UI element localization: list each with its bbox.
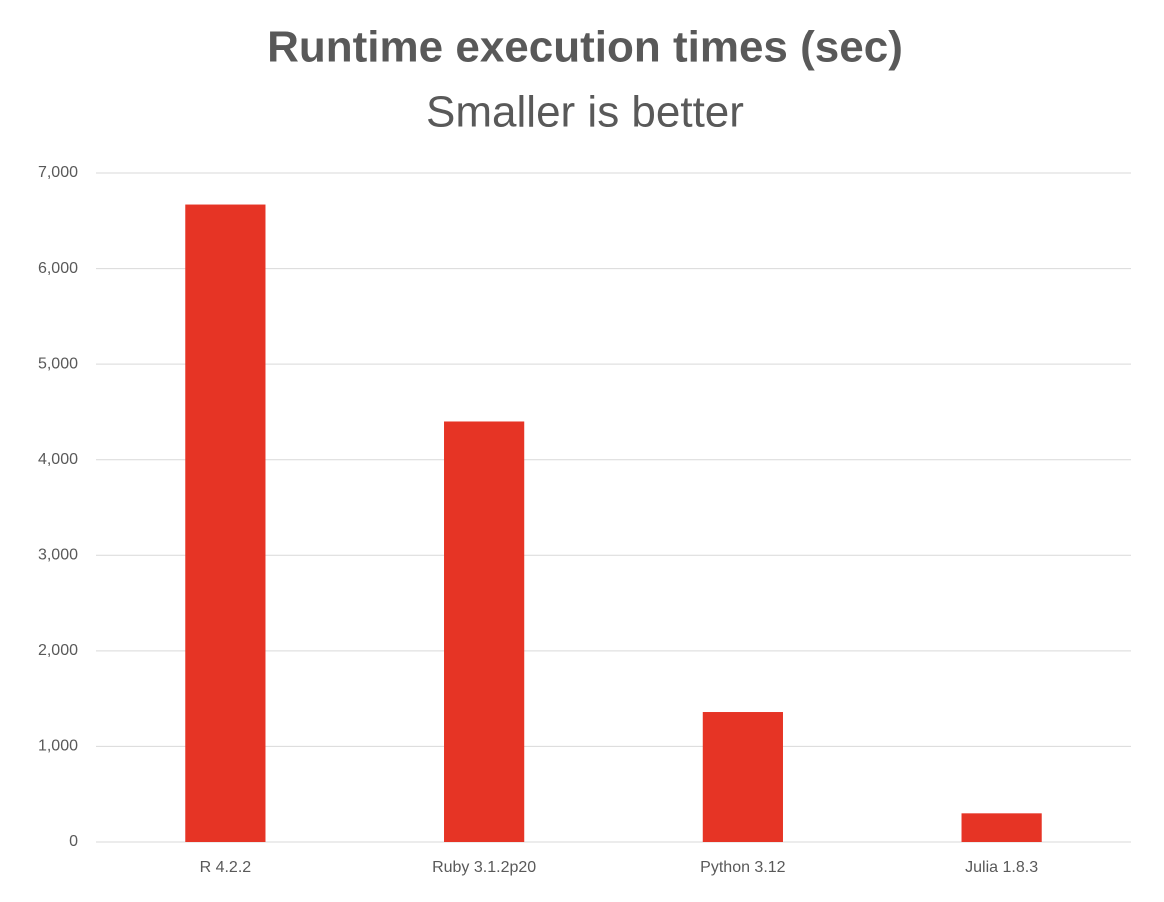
bar [961,813,1042,842]
y-tick-label: 7,000 [38,164,78,181]
chart-subtitle: Smaller is better [426,88,744,137]
y-tick-label: 6,000 [38,260,78,277]
x-tick-label: R 4.2.2 [200,859,252,876]
y-tick-label: 5,000 [38,355,78,372]
y-tick-label: 1,000 [38,738,78,755]
chart-title: Runtime execution times (sec) [267,23,903,72]
y-tick-label: 3,000 [38,547,78,564]
x-tick-label: Ruby 3.1.2p20 [432,859,536,876]
bar [185,204,266,842]
x-tick-label: Python 3.12 [700,859,786,876]
y-tick-label: 0 [69,833,78,850]
y-tick-label: 2,000 [38,642,78,659]
bar [702,712,783,842]
y-tick-label: 4,000 [38,451,78,468]
bar [444,421,525,842]
x-tick-label: Julia 1.8.3 [965,859,1038,876]
